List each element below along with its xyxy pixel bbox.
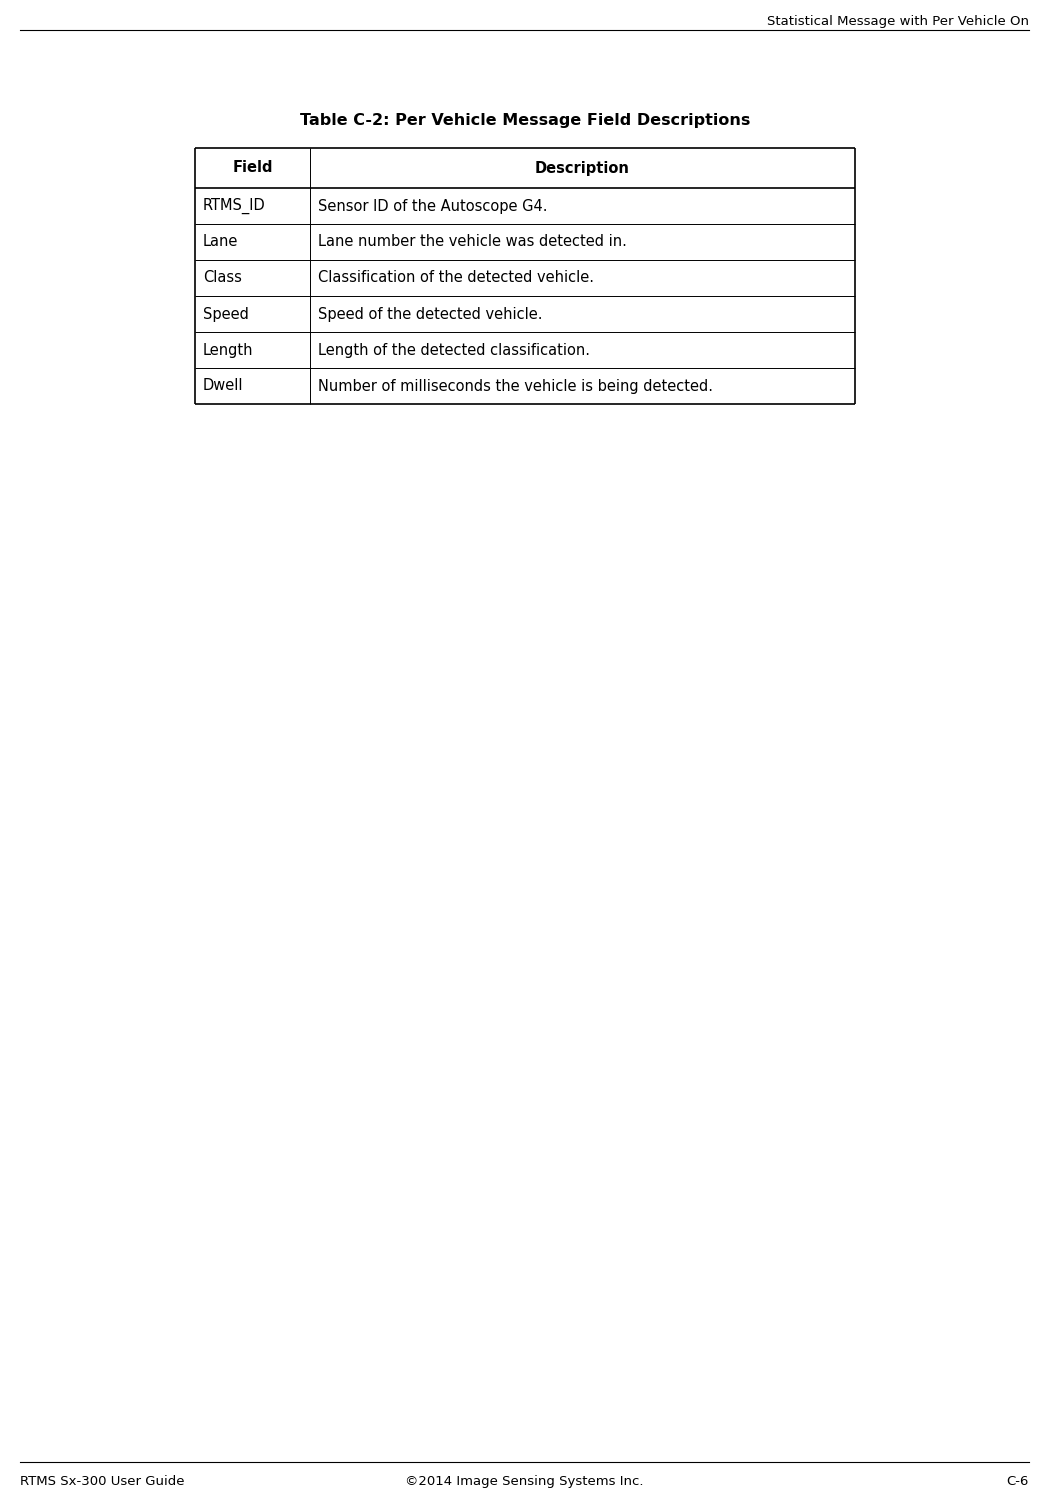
- Text: Description: Description: [535, 161, 630, 176]
- Text: Class: Class: [204, 270, 242, 285]
- Text: ©2014 Image Sensing Systems Inc.: ©2014 Image Sensing Systems Inc.: [405, 1475, 644, 1488]
- Text: C-6: C-6: [1007, 1475, 1029, 1488]
- Text: RTMS Sx-300 User Guide: RTMS Sx-300 User Guide: [20, 1475, 185, 1488]
- Text: Length of the detected classification.: Length of the detected classification.: [318, 342, 590, 357]
- Text: Length: Length: [204, 342, 254, 357]
- Text: Statistical Message with Per Vehicle On: Statistical Message with Per Vehicle On: [767, 15, 1029, 29]
- Text: RTMS_ID: RTMS_ID: [204, 198, 265, 215]
- Text: Speed of the detected vehicle.: Speed of the detected vehicle.: [318, 306, 542, 321]
- Text: Table C-2: Per Vehicle Message Field Descriptions: Table C-2: Per Vehicle Message Field Des…: [300, 113, 750, 128]
- Text: Classification of the detected vehicle.: Classification of the detected vehicle.: [318, 270, 594, 285]
- Text: Number of milliseconds the vehicle is being detected.: Number of milliseconds the vehicle is be…: [318, 379, 713, 394]
- Text: Sensor ID of the Autoscope G4.: Sensor ID of the Autoscope G4.: [318, 198, 548, 213]
- Text: Speed: Speed: [204, 306, 249, 321]
- Text: Lane: Lane: [204, 234, 238, 249]
- Text: Dwell: Dwell: [204, 379, 243, 394]
- Text: Lane number the vehicle was detected in.: Lane number the vehicle was detected in.: [318, 234, 627, 249]
- Text: Field: Field: [232, 161, 273, 176]
